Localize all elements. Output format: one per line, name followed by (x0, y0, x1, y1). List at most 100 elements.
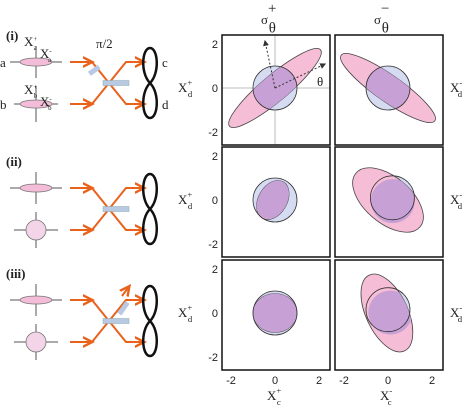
label-sub: θ (269, 20, 276, 36)
squeezed-state (19, 183, 53, 193)
label-sup: + (268, 1, 276, 17)
x-tick-label: 2 (316, 375, 322, 387)
label-main: X (178, 192, 188, 207)
vacuum-outline (365, 287, 411, 333)
label-sub: c (388, 397, 392, 407)
y-tick-label: 0 (212, 83, 218, 95)
label-sup: - (459, 78, 462, 88)
label-sup: + (33, 36, 37, 43)
label-sub: d (458, 314, 463, 324)
overlap (256, 180, 290, 220)
label-sub: a (48, 57, 51, 64)
vacuum-outline (252, 65, 298, 111)
panel-frame (334, 146, 444, 258)
column-title: σ+ θ (261, 1, 276, 36)
label-main: X (178, 80, 188, 95)
x-axis-label: X-c (380, 386, 392, 407)
y-axis-label: X-d (450, 190, 463, 211)
y-axis-label: X-d (450, 78, 463, 99)
squeezed-state (19, 295, 53, 305)
quadrature-label: X+ a (24, 34, 37, 52)
panel-label: (i) (6, 28, 18, 43)
vacuum-outline (365, 65, 411, 111)
label-sub: b (34, 93, 38, 100)
port-label: a (0, 55, 6, 70)
label-sub: d (458, 89, 463, 99)
quadrature-label: X- a (40, 46, 52, 64)
label-main: X (24, 34, 34, 49)
beam-splitter (102, 318, 130, 324)
phase-label: π/2 (96, 36, 113, 51)
y-tick-label: 2 (212, 151, 218, 163)
squeezed-state (19, 99, 53, 109)
label-sup: + (187, 303, 192, 313)
squeezed-state (19, 57, 53, 67)
label-sup: - (459, 303, 462, 313)
vacuum-outline (252, 290, 298, 336)
y-tick-label: 0 (212, 308, 218, 320)
beam-splitter (102, 206, 130, 212)
x-tick-label: -2 (226, 375, 236, 387)
label-sup: + (33, 84, 37, 91)
beam-splitter (102, 80, 130, 86)
x-axis-label: X+ c (267, 386, 281, 407)
label-main: X (178, 305, 188, 320)
vacuum-state (25, 331, 47, 353)
label-main: X (450, 305, 460, 320)
label-main: X (450, 80, 460, 95)
y-tick-label: -2 (208, 127, 218, 139)
panel-label: (ii) (6, 154, 22, 169)
overlap (253, 293, 297, 333)
label-sup: + (276, 386, 281, 396)
port-label: c (162, 55, 168, 70)
port-label: b (0, 97, 7, 112)
label-sup: - (389, 386, 392, 396)
label-sup: + (187, 190, 192, 200)
label-sub: a (34, 45, 37, 52)
panel-frame (221, 34, 331, 146)
y-axis-label: X+ d (178, 78, 193, 99)
label-sup: - (49, 96, 52, 103)
label-main: X (40, 94, 50, 109)
label-sub: d (458, 201, 463, 211)
label-main: σ (261, 12, 268, 27)
panel-frame (334, 259, 444, 371)
label-sub: d (188, 201, 193, 211)
x-tick-label: 2 (429, 375, 435, 387)
label-main: X (267, 388, 277, 403)
x-tick-label: 0 (272, 375, 278, 387)
label-main: X (24, 82, 34, 97)
x-tick-label: 0 (385, 375, 391, 387)
label-sup: - (459, 190, 462, 200)
loop (142, 172, 158, 246)
angle-arrow (274, 63, 327, 89)
x-tick-label: -2 (339, 375, 349, 387)
label-sub: θ (382, 20, 389, 36)
quadrature-label: X- b (40, 94, 52, 112)
panel-label: (iii) (6, 266, 26, 281)
label-main: X (380, 388, 390, 403)
column-title: σ− θ (374, 1, 389, 36)
y-axis-label: X-d (450, 303, 463, 324)
vacuum-state (25, 219, 47, 241)
vacuum-outline (252, 177, 298, 223)
y-axis-label: X+ d (178, 303, 193, 324)
y-tick-label: 0 (212, 195, 218, 207)
label-sub: d (188, 89, 193, 99)
label-main: X (450, 192, 460, 207)
loop (142, 284, 158, 358)
label-sup: + (187, 78, 192, 88)
label-sup: − (381, 1, 389, 17)
y-tick-label: 2 (212, 39, 218, 51)
y-tick-label: -2 (208, 239, 218, 251)
label-sub: c (277, 397, 281, 407)
vacuum-outline (369, 175, 415, 221)
quadrature-label: X+ b (24, 82, 38, 100)
overlap (361, 170, 424, 233)
panel-frame (334, 34, 444, 146)
y-axis-label: X+ d (178, 190, 193, 211)
panel-frame (221, 146, 331, 258)
angle-arrow (263, 39, 276, 89)
panel-frame (221, 259, 331, 371)
